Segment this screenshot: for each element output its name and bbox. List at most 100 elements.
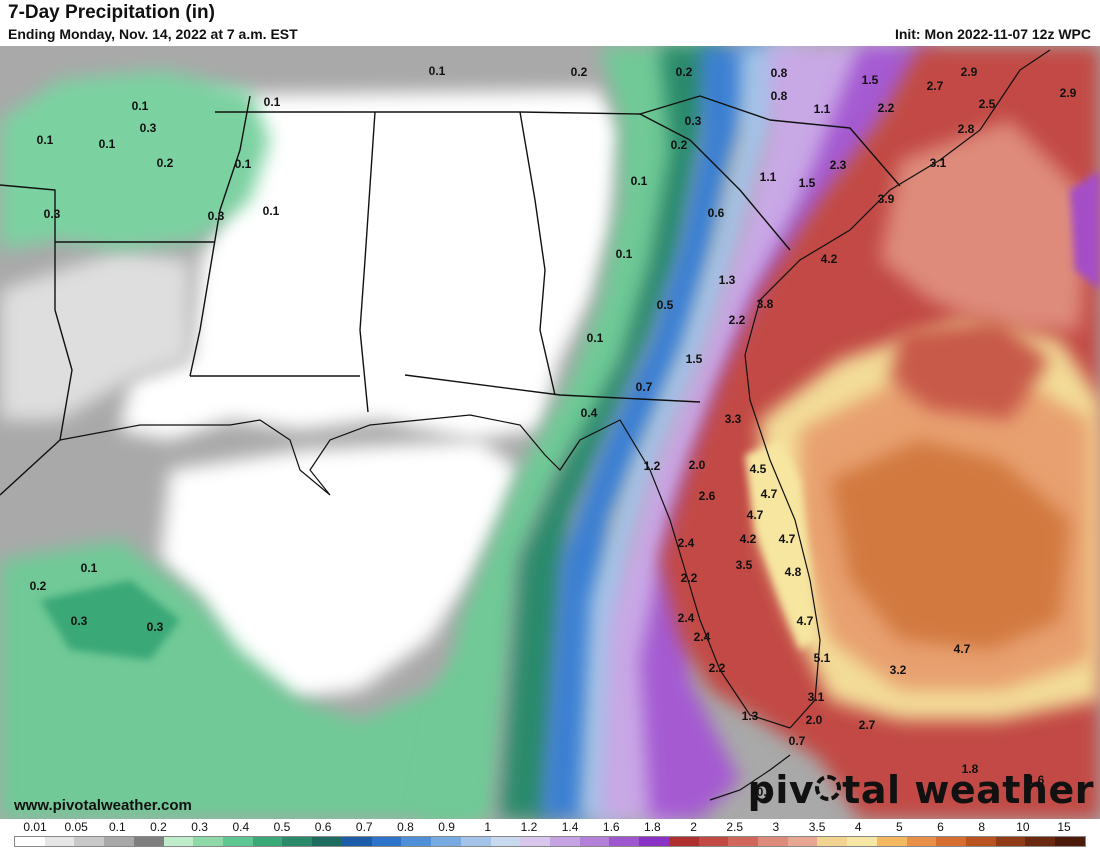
precip-value-label: 0.1 <box>263 204 280 218</box>
precip-value-label: 2.7 <box>859 718 876 732</box>
legend-swatch <box>906 837 937 846</box>
legend-swatch <box>490 837 521 846</box>
precip-value-label: 3.1 <box>930 156 947 170</box>
precip-value-label: 2.2 <box>729 313 746 327</box>
precip-value-label: 3.5 <box>736 558 753 572</box>
precip-value-label: 2.4 <box>694 630 711 644</box>
legend-tick-label: 15 <box>1057 820 1071 834</box>
precip-value-label: 1.5 <box>862 73 879 87</box>
purple-band-east <box>640 46 940 819</box>
legend-tick-label: 1.2 <box>520 820 538 834</box>
legend-swatch <box>698 837 729 846</box>
legend-swatch <box>460 837 491 846</box>
florida-keys <box>709 754 791 801</box>
legend-tick-label: 1.6 <box>602 820 620 834</box>
precip-value-label: 1.1 <box>760 170 777 184</box>
tennessee-south-border <box>215 111 641 115</box>
legend-swatch <box>371 837 402 846</box>
precip-value-label: 1.5 <box>686 352 703 366</box>
florida-yellow-core <box>745 440 815 650</box>
green-band-east <box>420 46 720 819</box>
legend-swatch <box>252 837 283 846</box>
precip-value-label: 1.3 <box>719 273 736 287</box>
legend-tick-label: 0.6 <box>314 820 332 834</box>
precip-value-label: 4.7 <box>761 487 778 501</box>
green-precip-northwest <box>0 70 270 250</box>
legend-swatch <box>193 837 224 846</box>
legend-swatch <box>936 837 966 846</box>
precip-value-label: 0.4 <box>581 406 598 420</box>
legend-swatch <box>668 837 699 846</box>
precip-value-label: 0.1 <box>132 99 149 113</box>
precip-value-label: 0.7 <box>789 734 806 748</box>
legend-tick-label: 8 <box>978 820 986 834</box>
legend-tick-label: 0.4 <box>232 820 250 834</box>
legend-labels: 0.01 0.05 0.1 0.2 0.3 0.4 0.5 0.6 0.7 0.8 0.9 1 1.2 1… <box>0 819 1100 835</box>
precip-value-label: 0.1 <box>99 137 116 151</box>
legend-swatch <box>728 837 758 846</box>
precip-value-label: 0.1 <box>587 331 604 345</box>
legend-swatch <box>639 837 669 846</box>
legend-swatch <box>223 837 253 846</box>
precip-value-label: 2.3 <box>830 158 847 172</box>
legend-swatch <box>1025 837 1056 846</box>
legend-swatch <box>787 837 818 846</box>
legend-swatch <box>876 837 907 846</box>
coastlines <box>59 49 1051 801</box>
legend-tick-label: 0.9 <box>438 820 455 834</box>
precip-value-label: 0.3 <box>44 207 61 221</box>
precip-value-label: 1.8 <box>962 762 979 776</box>
legend-swatch <box>995 837 1026 846</box>
legend-tick-label: 3.5 <box>808 820 826 834</box>
precip-value-label: 4.7 <box>954 642 971 656</box>
atlantic-coastline <box>744 49 1051 729</box>
gulf-coastline <box>59 414 791 729</box>
precip-value-label: 0.6 <box>708 206 725 220</box>
precip-value-label: 0.3 <box>208 209 225 223</box>
legend-tick-label: 6 <box>937 820 944 834</box>
legend-color-bar <box>14 836 1086 847</box>
legend-swatch <box>549 837 580 846</box>
precip-value-label: 3.1 <box>808 690 825 704</box>
legend-tick-label: 0.7 <box>355 820 373 834</box>
legend-swatch <box>520 837 550 846</box>
precip-value-label: 2.9 <box>1060 86 1077 100</box>
precip-value-label: 2.6 <box>699 489 716 503</box>
precip-value-label: 1.2 <box>644 459 661 473</box>
legend-tick-label: 1 <box>484 820 492 834</box>
precip-value-label: 0.1 <box>235 157 252 171</box>
precip-value-label: 0.5 <box>657 298 674 312</box>
legend-tick-label: 3 <box>772 820 780 834</box>
precip-value-label: 2.4 <box>678 536 695 550</box>
precip-value-label: 0.1 <box>81 561 98 575</box>
precip-value-label: 0.1 <box>616 247 633 261</box>
precip-value-label: 1.5 <box>799 176 816 190</box>
precip-value-label: 4.2 <box>821 252 838 266</box>
precip-value-label: 2.9 <box>961 65 978 79</box>
legend-tick-label: 0.05 <box>64 820 88 834</box>
texas-border <box>0 242 73 496</box>
state-borders <box>0 95 901 496</box>
precip-value-label: 2.2 <box>878 101 895 115</box>
legend-tick-label: 0.1 <box>108 820 126 834</box>
dry-gulf-area <box>160 440 520 700</box>
legend-tick-label: 2 <box>690 820 697 834</box>
precip-value-label: 0.2 <box>157 156 174 170</box>
oklahoma-border <box>0 184 56 242</box>
precip-value-label: 0.1 <box>37 133 54 147</box>
precip-value-label: 0.1 <box>429 64 446 78</box>
red-core-atlantic <box>890 320 1050 420</box>
precip-value-label: 4.2 <box>740 532 757 546</box>
precip-value-label: 0.1 <box>264 95 281 109</box>
dark-orange-heavy-precip <box>830 440 1070 650</box>
gear-icon <box>815 775 842 801</box>
legend-swatch <box>817 837 848 846</box>
precip-value-label: 2.2 <box>681 571 698 585</box>
salmon-heavy-precip <box>880 120 1090 330</box>
precip-value-label: 4.8 <box>785 565 802 579</box>
legend-tick-label: 10 <box>1016 820 1030 834</box>
precipitation-map: 0.1 0.2 0.2 0.8 1.5 2.9 2.7 2.9 2.5 0.8 1.1 2.2 2.8 0… <box>0 46 1100 819</box>
precip-value-label: 0.4 <box>757 785 774 799</box>
precip-value-label: 2.0 <box>689 458 706 472</box>
precip-value-label: 0.3 <box>147 620 164 634</box>
